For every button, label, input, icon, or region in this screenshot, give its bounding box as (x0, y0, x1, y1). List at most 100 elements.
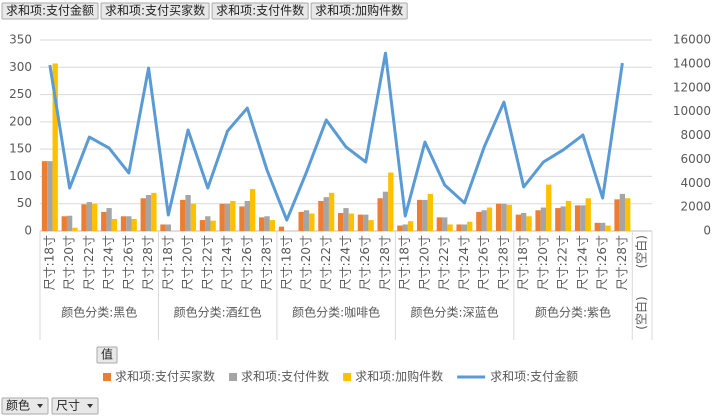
legend-label: 求和项:支付件数 (241, 369, 329, 384)
x-tick-label: 尺寸:18寸 (398, 235, 412, 290)
bar (72, 227, 78, 231)
bar (467, 221, 473, 231)
bar (377, 198, 383, 231)
bar (66, 215, 73, 231)
bar (140, 198, 146, 231)
bar (278, 226, 285, 231)
field-button-label: 求和项:加购件数 (315, 3, 403, 18)
field-button-box (100, 2, 210, 20)
bar (269, 220, 276, 231)
x-tick-label: 尺寸:26寸 (477, 235, 491, 290)
dropdown-arrow (37, 404, 44, 408)
x-tick-label: 尺寸:28寸 (378, 235, 392, 290)
bar (224, 203, 231, 231)
y2-tick-label: 12000 (673, 80, 711, 94)
field-button-label: 求和项:支付金额 (6, 3, 94, 18)
legend-label: 求和项:加购件数 (355, 369, 443, 384)
bar (555, 208, 561, 231)
bar (388, 172, 394, 231)
bar (151, 192, 157, 231)
bar (436, 217, 443, 231)
bar (501, 203, 507, 231)
y-tick-label: 350 (9, 33, 32, 47)
axis-button[interactable]: 尺寸 (51, 397, 99, 415)
axis-button-box (1, 397, 49, 415)
bar (309, 213, 315, 231)
field-button-box (310, 2, 408, 20)
bar (101, 211, 107, 231)
group-label: (空白) (634, 296, 649, 329)
group-label: 颜色分类:黑色 (61, 305, 137, 320)
bar (495, 203, 502, 231)
bar (515, 214, 522, 231)
x-tick-label: 尺寸:22寸 (556, 235, 570, 290)
bar (456, 224, 462, 231)
bar (427, 193, 433, 231)
field-button[interactable]: 求和项:支付金额 (1, 2, 99, 20)
bar (145, 194, 152, 231)
bar (239, 206, 245, 231)
bar (476, 211, 482, 231)
x-tick-label: 尺寸:22寸 (200, 235, 214, 290)
bar (614, 199, 620, 231)
bar (407, 221, 414, 231)
x-tick-label: 尺寸:18寸 (516, 235, 530, 290)
bar (486, 207, 493, 231)
bar (594, 222, 600, 231)
bar (625, 198, 631, 231)
legend-label: 求和项:支付买家数 (115, 369, 215, 384)
bar (363, 214, 369, 231)
bar (61, 216, 67, 231)
bar (357, 214, 364, 231)
legend-label: 求和项:支付金额 (490, 369, 578, 384)
x-tick-label: 尺寸:26寸 (121, 235, 135, 290)
field-button[interactable]: 求和项:加购件数 (310, 2, 408, 20)
bar (402, 224, 408, 231)
x-tick-label: 尺寸:26寸 (595, 235, 609, 290)
bar (565, 200, 572, 231)
bar (540, 207, 547, 231)
bar (185, 194, 191, 231)
bar (447, 224, 453, 231)
bar (585, 198, 591, 231)
bar (264, 216, 270, 231)
bar (106, 208, 112, 231)
field-button[interactable]: 求和项:支付件数 (211, 2, 309, 20)
bar (560, 206, 566, 231)
y-tick-label: 250 (9, 87, 32, 101)
x-tick-label: 尺寸:18寸 (161, 235, 175, 290)
bar (338, 212, 344, 231)
x-tick-label: 尺寸:26寸 (358, 235, 372, 290)
bar (41, 161, 48, 231)
bar (397, 225, 403, 231)
bar (605, 225, 611, 231)
bar (442, 217, 448, 231)
y-tick-label: 150 (9, 142, 32, 156)
bar (244, 200, 250, 231)
y2-tick-label: 8000 (680, 128, 711, 142)
bar (343, 208, 349, 231)
bar (461, 224, 468, 231)
bar (249, 188, 256, 231)
bar (92, 203, 98, 231)
axis-button[interactable]: 颜色 (1, 397, 49, 415)
bar (506, 204, 512, 231)
bar (190, 203, 197, 231)
field-button-box (1, 2, 99, 20)
y2-tick-label: 16000 (673, 33, 711, 47)
y-tick-label: 300 (9, 60, 32, 74)
bar (126, 216, 132, 231)
values-button[interactable]: 值 (96, 346, 118, 364)
field-button-box (211, 2, 309, 20)
field-button[interactable]: 求和项:支付买家数 (100, 2, 210, 20)
bar (81, 204, 87, 231)
bar (328, 192, 335, 231)
axis-button-label: 颜色 (6, 398, 30, 413)
bar (219, 203, 225, 231)
bar (382, 191, 389, 231)
x-tick-label: 尺寸:20寸 (299, 235, 313, 290)
x-tick-label: 尺寸:20寸 (417, 235, 431, 290)
bar (521, 212, 527, 231)
bar (120, 216, 127, 231)
